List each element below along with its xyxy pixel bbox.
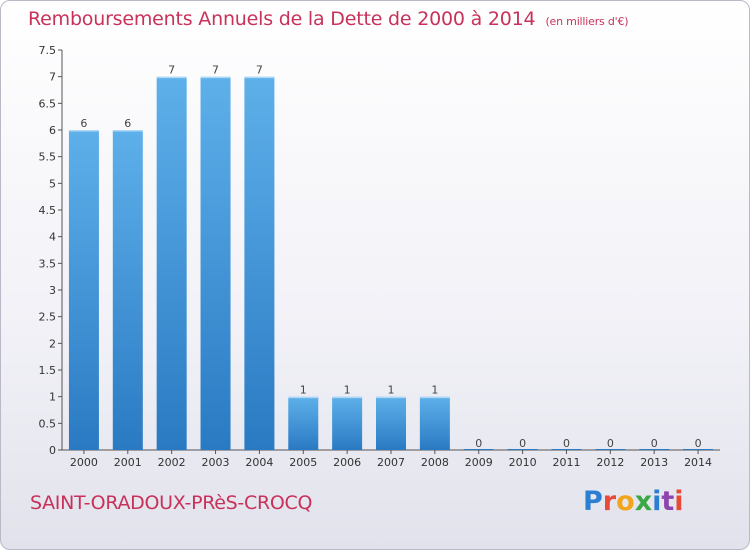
bar-2000: [68, 130, 99, 450]
bar-2002: [156, 76, 187, 451]
x-tick-label: 2005: [289, 456, 317, 469]
x-tick-label: 2006: [333, 456, 361, 469]
bar-2001: [112, 130, 143, 450]
x-tick-label: 2008: [421, 456, 449, 469]
bar-highlight: [288, 396, 319, 399]
bar-2004: [244, 76, 275, 451]
y-tick-label: 4: [49, 231, 56, 244]
data-label: 7: [212, 64, 219, 77]
y-tick-label: 7.5: [39, 44, 57, 57]
bar-2007: [376, 396, 406, 450]
bar-highlight: [244, 76, 275, 79]
chart-bars: [68, 76, 714, 451]
data-label: 7: [168, 64, 175, 77]
data-label: 0: [475, 437, 482, 450]
x-tick-label: 2010: [509, 456, 537, 469]
data-label: 6: [80, 117, 87, 130]
y-tick-label: 5.5: [39, 151, 57, 164]
data-label: 0: [519, 437, 526, 450]
data-label: 0: [651, 437, 658, 450]
bar-2012: [595, 449, 626, 450]
data-label: 1: [431, 384, 438, 397]
bar-highlight: [156, 76, 187, 79]
bar-highlight: [68, 130, 99, 132]
chart-labels: 2000 6 2001 6 2002 7 2003 7 2004 7 2005 1 2006 1 2007 1…: [70, 64, 712, 469]
data-label: 1: [344, 384, 351, 397]
bar-highlight: [112, 130, 143, 132]
bar-2008: [419, 396, 450, 450]
data-label: 1: [388, 384, 395, 397]
x-tick-label: 2013: [640, 456, 668, 469]
x-tick-label: 2011: [552, 456, 580, 469]
y-tick-label: 1: [49, 391, 56, 404]
bar-2013: [639, 449, 670, 450]
y-tick-label: 6: [49, 124, 56, 137]
x-tick-label: 2014: [684, 456, 712, 469]
y-tick-label: 0.5: [39, 417, 57, 430]
y-tick-label: 5: [49, 177, 56, 190]
x-tick-label: 2007: [377, 456, 405, 469]
y-tick-label: 1.5: [39, 364, 57, 377]
bar-2003: [200, 76, 231, 451]
data-label: 0: [695, 437, 702, 450]
x-tick-label: 2004: [245, 456, 273, 469]
y-tick-label: 4.5: [39, 204, 57, 217]
x-tick-label: 2001: [114, 456, 142, 469]
bar-highlight: [376, 396, 406, 399]
bar-2009: [463, 449, 494, 450]
x-tick-label: 2012: [596, 456, 624, 469]
data-label: 1: [300, 384, 307, 397]
chart-unit: (en milliers d'€): [545, 15, 629, 28]
y-tick-label: 0: [49, 444, 56, 457]
bar-highlight: [419, 396, 450, 399]
data-label: 7: [256, 64, 263, 77]
chart-title-text: Remboursements Annuels de la Dette de 20…: [28, 8, 536, 30]
y-tick-label: 3: [49, 284, 56, 297]
bar-2010: [507, 449, 538, 450]
bar-2006: [332, 396, 363, 450]
y-tick-label: 2.5: [39, 311, 57, 324]
x-tick-label: 2000: [70, 456, 98, 469]
x-tick-label: 2003: [202, 456, 230, 469]
y-tick-label: 7: [49, 71, 56, 84]
data-label: 6: [124, 117, 131, 130]
bar-2011: [551, 449, 582, 450]
y-tick-label: 3.5: [39, 257, 57, 270]
chart-title: Remboursements Annuels de la Dette de 20…: [28, 8, 629, 30]
bar-highlight: [332, 396, 363, 399]
x-tick-label: 2002: [158, 456, 186, 469]
x-tick-label: 2009: [465, 456, 493, 469]
data-label: 0: [607, 437, 614, 450]
data-label: 0: [563, 437, 570, 450]
commune-name: SAINT-ORADOUX-PRèS-CROCQ: [30, 492, 313, 514]
bar-2005: [288, 396, 319, 450]
y-tick-label: 2: [49, 337, 56, 350]
bar-2014: [683, 449, 714, 450]
y-tick-label: 6.5: [39, 97, 57, 110]
bar-highlight: [200, 76, 231, 79]
proxiti-logo: Proxiti: [583, 486, 684, 517]
